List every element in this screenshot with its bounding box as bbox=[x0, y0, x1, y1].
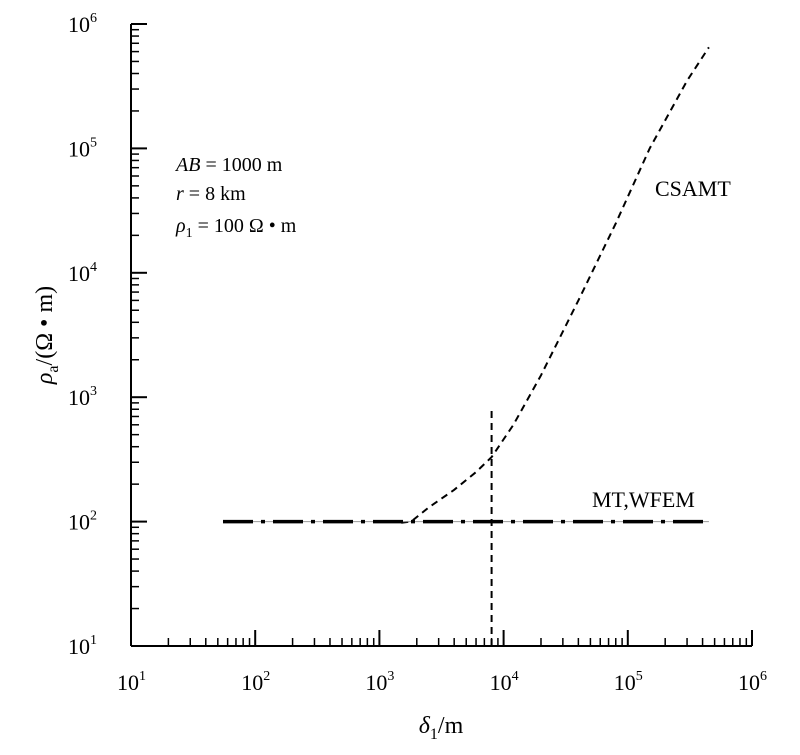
y-tick-label-base: 10 bbox=[68, 12, 90, 37]
x-tick-label: 105 bbox=[614, 669, 643, 695]
x-tick-label-base: 10 bbox=[117, 670, 139, 695]
x-axis-title-sub: 1 bbox=[430, 726, 438, 743]
x-tick-label-exp: 3 bbox=[387, 669, 394, 684]
y-tick-label-base: 10 bbox=[68, 510, 90, 535]
axes-layer bbox=[130, 24, 752, 647]
annotation-line-2: r = 8 km bbox=[176, 183, 246, 205]
x-tick-label: 104 bbox=[490, 669, 519, 695]
annotation-3-sub: 1 bbox=[186, 226, 193, 241]
y-axis-title: ρa/(Ω • m) bbox=[32, 286, 62, 385]
annotation-2-rest: = 8 km bbox=[184, 183, 246, 205]
y-tick-label-exp: 3 bbox=[90, 384, 97, 399]
x-tick-label: 101 bbox=[117, 669, 146, 695]
y-tick-label-base: 10 bbox=[68, 261, 90, 286]
x-axis-title-unit: /m bbox=[438, 713, 464, 739]
x-tick-label-exp: 6 bbox=[760, 669, 767, 684]
x-tick-label-base: 10 bbox=[738, 670, 760, 695]
y-tick-label: 105 bbox=[68, 135, 97, 161]
x-tick-label-exp: 5 bbox=[636, 669, 643, 684]
y-tick-label-exp: 6 bbox=[90, 11, 97, 26]
y-tick-label: 101 bbox=[68, 633, 97, 659]
annotation-1-rest: = 1000 m bbox=[200, 154, 282, 176]
y-tick-label-exp: 2 bbox=[90, 509, 97, 524]
series-line-csamt bbox=[401, 46, 710, 524]
annotation-line-3: ρ1 = 100 Ω • m bbox=[175, 215, 297, 241]
x-axis-title-main: δ bbox=[419, 713, 431, 739]
series-layer bbox=[222, 46, 710, 646]
x-tick-label-base: 10 bbox=[365, 670, 387, 695]
x-tick-label-exp: 1 bbox=[139, 669, 146, 684]
x-tick-label-exp: 2 bbox=[263, 669, 270, 684]
y-axis-title-unit: /(Ω • m) bbox=[32, 286, 58, 366]
y-tick-label-base: 10 bbox=[68, 634, 90, 659]
x-tick-label-exp: 4 bbox=[512, 669, 519, 684]
annotation-3-italic: ρ bbox=[175, 215, 186, 237]
y-tick-label: 104 bbox=[68, 260, 97, 286]
y-tick-label-base: 10 bbox=[68, 385, 90, 410]
x-tick-label: 102 bbox=[241, 669, 270, 695]
x-tick-label-base: 10 bbox=[490, 670, 512, 695]
ticks-layer bbox=[130, 23, 753, 647]
x-tick-label-base: 10 bbox=[241, 670, 263, 695]
annotation-3-rest: = 100 Ω • m bbox=[193, 215, 297, 237]
y-axis-title-sub: a bbox=[45, 365, 62, 372]
x-tick-label: 103 bbox=[365, 669, 394, 695]
y-tick-label-exp: 1 bbox=[90, 633, 97, 648]
y-tick-label-exp: 5 bbox=[90, 135, 97, 150]
annotation-block: AB = 1000 m r = 8 km ρ1 = 100 Ω • m bbox=[174, 154, 297, 241]
y-tick-label-base: 10 bbox=[68, 136, 90, 161]
y-tick-label-exp: 4 bbox=[90, 260, 97, 275]
y-tick-label: 102 bbox=[68, 509, 97, 535]
annotation-1-italic: AB bbox=[174, 154, 200, 176]
y-tick-label: 103 bbox=[68, 384, 97, 410]
y-axis-title-main: ρ bbox=[32, 373, 58, 386]
x-tick-label-base: 10 bbox=[614, 670, 636, 695]
x-tick-label: 106 bbox=[738, 669, 767, 695]
series-label-mt-wfem: MT,WFEM bbox=[592, 487, 695, 512]
annotation-line-1: AB = 1000 m bbox=[174, 154, 283, 176]
series-label-csamt: CSAMT bbox=[655, 176, 731, 201]
annotation-2-italic: r bbox=[176, 183, 184, 205]
y-tick-label: 106 bbox=[68, 11, 97, 37]
x-axis-title: δ1/m bbox=[419, 713, 464, 743]
